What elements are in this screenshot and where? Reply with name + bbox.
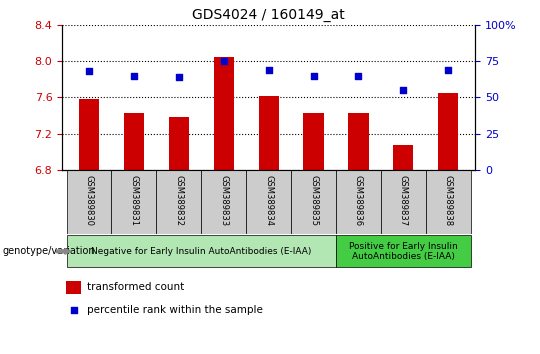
- Bar: [303, 113, 323, 170]
- Point: [69, 307, 78, 313]
- FancyBboxPatch shape: [111, 170, 157, 234]
- Bar: [79, 99, 99, 170]
- Text: GSM389836: GSM389836: [354, 175, 363, 226]
- Text: genotype/variation: genotype/variation: [3, 246, 96, 256]
- FancyBboxPatch shape: [66, 235, 336, 267]
- FancyBboxPatch shape: [426, 170, 471, 234]
- Bar: [214, 57, 234, 170]
- Point: [219, 58, 228, 64]
- FancyBboxPatch shape: [291, 170, 336, 234]
- Text: GSM389837: GSM389837: [399, 175, 408, 226]
- Point: [444, 67, 453, 73]
- FancyBboxPatch shape: [201, 170, 246, 234]
- Bar: [66, 281, 80, 294]
- Text: Positive for Early Insulin
AutoAntibodies (E-IAA): Positive for Early Insulin AutoAntibodie…: [349, 242, 458, 261]
- FancyBboxPatch shape: [381, 170, 426, 234]
- Bar: [124, 113, 144, 170]
- Bar: [168, 117, 189, 170]
- Text: GSM389831: GSM389831: [130, 175, 138, 226]
- Text: GSM389838: GSM389838: [444, 175, 453, 226]
- FancyBboxPatch shape: [336, 235, 471, 267]
- Point: [265, 67, 273, 73]
- FancyBboxPatch shape: [157, 170, 201, 234]
- Text: GSM389835: GSM389835: [309, 175, 318, 226]
- Text: GSM389832: GSM389832: [174, 175, 184, 226]
- Title: GDS4024 / 160149_at: GDS4024 / 160149_at: [192, 8, 345, 22]
- Bar: [259, 96, 279, 170]
- Text: GSM389833: GSM389833: [219, 175, 228, 226]
- Point: [130, 73, 138, 78]
- Bar: [348, 113, 369, 170]
- FancyBboxPatch shape: [66, 170, 111, 234]
- FancyBboxPatch shape: [336, 170, 381, 234]
- Point: [399, 87, 408, 93]
- Point: [85, 68, 93, 74]
- FancyBboxPatch shape: [246, 170, 291, 234]
- Bar: [393, 144, 414, 170]
- Text: percentile rank within the sample: percentile rank within the sample: [87, 305, 263, 315]
- Point: [354, 73, 363, 78]
- Text: transformed count: transformed count: [87, 282, 184, 292]
- Point: [309, 73, 318, 78]
- Text: Negative for Early Insulin AutoAntibodies (E-IAA): Negative for Early Insulin AutoAntibodie…: [91, 247, 312, 256]
- Point: [174, 74, 183, 80]
- Text: GSM389830: GSM389830: [85, 175, 93, 226]
- Text: GSM389834: GSM389834: [264, 175, 273, 226]
- Bar: [438, 93, 458, 170]
